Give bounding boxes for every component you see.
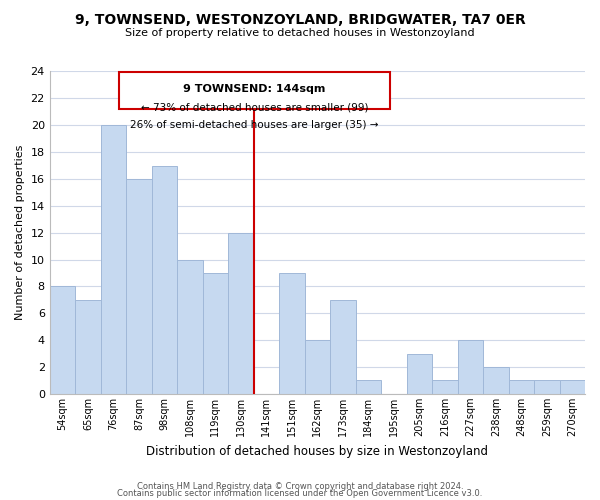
Bar (407, 354, 432, 394)
Bar (50, 286, 75, 394)
Bar (560, 380, 585, 394)
X-axis label: Distribution of detached houses by size in Westonzoyland: Distribution of detached houses by size … (146, 444, 488, 458)
Y-axis label: Number of detached properties: Number of detached properties (15, 145, 25, 320)
Bar (483, 367, 509, 394)
Bar (432, 380, 458, 394)
Bar (356, 380, 381, 394)
Bar (75, 300, 101, 394)
Bar (509, 380, 534, 394)
Bar (152, 166, 177, 394)
Bar (177, 260, 203, 394)
Bar (203, 273, 228, 394)
Text: Contains HM Land Registry data © Crown copyright and database right 2024.: Contains HM Land Registry data © Crown c… (137, 482, 463, 491)
Bar (126, 179, 152, 394)
Bar (534, 380, 560, 394)
Bar (279, 273, 305, 394)
Bar (458, 340, 483, 394)
Text: 9, TOWNSEND, WESTONZOYLAND, BRIDGWATER, TA7 0ER: 9, TOWNSEND, WESTONZOYLAND, BRIDGWATER, … (74, 12, 526, 26)
Bar (101, 125, 126, 394)
Text: Size of property relative to detached houses in Westonzoyland: Size of property relative to detached ho… (125, 28, 475, 38)
Text: 26% of semi-detached houses are larger (35) →: 26% of semi-detached houses are larger (… (130, 120, 379, 130)
Text: 9 TOWNSEND: 144sqm: 9 TOWNSEND: 144sqm (183, 84, 326, 94)
Text: ← 73% of detached houses are smaller (99): ← 73% of detached houses are smaller (99… (140, 102, 368, 112)
Bar (228, 232, 254, 394)
Bar (305, 340, 330, 394)
FancyBboxPatch shape (119, 72, 389, 108)
Bar (330, 300, 356, 394)
Text: Contains public sector information licensed under the Open Government Licence v3: Contains public sector information licen… (118, 490, 482, 498)
